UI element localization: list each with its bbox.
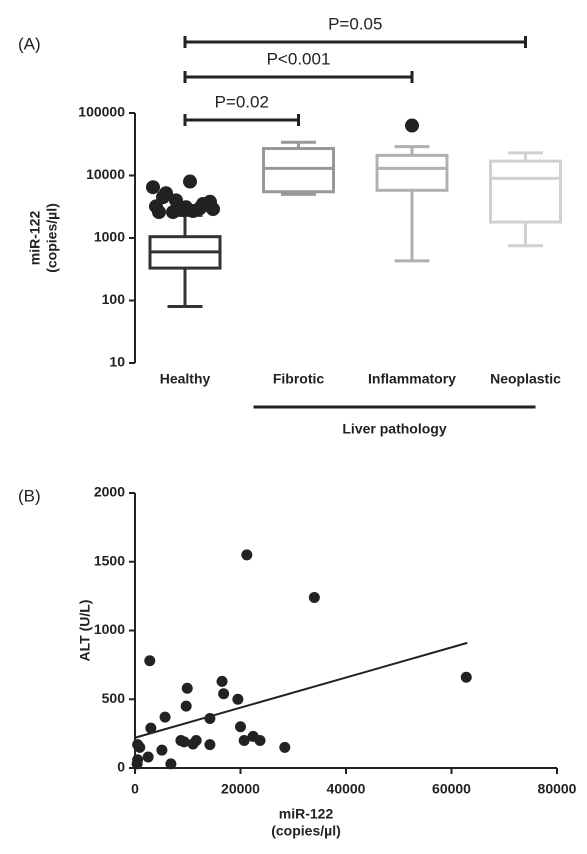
point [232, 693, 244, 705]
y-tick-label: 0 [117, 759, 125, 775]
point [144, 655, 156, 667]
x-tick-label: 20000 [221, 781, 260, 797]
outlier [405, 118, 419, 133]
point [190, 735, 202, 746]
significance-label: P=0.02 [215, 92, 269, 111]
point [165, 758, 177, 770]
point [235, 721, 246, 733]
point [142, 751, 154, 763]
point [216, 675, 228, 687]
point [178, 736, 190, 748]
significance-label: P<0.001 [267, 49, 331, 68]
point [132, 754, 144, 766]
y-tick-label: 100000 [78, 104, 125, 120]
point [460, 671, 472, 683]
x-tick-label: Neoplastic [490, 371, 561, 387]
point [159, 711, 171, 723]
y-tick-label: 1500 [94, 552, 125, 568]
y-tick-label: 500 [102, 690, 126, 706]
point [204, 739, 216, 751]
panel-label: (B) [18, 486, 41, 505]
x-tick-label: 40000 [327, 781, 366, 797]
group-label: Liver pathology [342, 421, 446, 437]
outlier [169, 193, 183, 208]
x-tick-label: 0 [131, 781, 139, 797]
x-tick-label: Inflammatory [368, 371, 456, 387]
y-axis-label: miR-122 [27, 211, 43, 266]
point [180, 700, 192, 712]
outlier [152, 205, 166, 220]
point [279, 741, 291, 753]
outlier [159, 186, 173, 201]
y-tick-label: 1000 [94, 229, 125, 245]
outlier [179, 200, 193, 215]
x-axis-label: (copies/µl) [271, 823, 341, 839]
box [262, 147, 335, 194]
y-tick-label: 10 [109, 354, 125, 370]
x-tick-label: Healthy [160, 371, 211, 387]
outlier [206, 202, 220, 217]
y-axis-label: (copies/µl) [44, 203, 60, 273]
point [308, 592, 320, 603]
point [218, 688, 230, 700]
significance-label: P=0.05 [328, 14, 382, 33]
point [156, 744, 168, 756]
x-tick-label: Fibrotic [273, 371, 325, 387]
x-tick-label: 80000 [538, 781, 577, 797]
y-tick-label: 2000 [94, 484, 125, 500]
outlier [146, 180, 160, 195]
panel-label: (A) [18, 34, 41, 53]
outlier [183, 174, 197, 189]
point [241, 549, 253, 561]
x-tick-label: 60000 [432, 781, 471, 797]
point [132, 739, 144, 751]
point [145, 722, 157, 734]
point [254, 735, 266, 746]
point [181, 682, 193, 694]
fit-line [134, 641, 468, 739]
box [489, 159, 562, 224]
x-axis-label: miR-122 [279, 806, 334, 822]
y-tick-label: 1000 [94, 621, 125, 637]
y-axis-label: ALT (U/L) [77, 600, 93, 662]
y-tick-label: 10000 [86, 166, 125, 182]
point [238, 735, 250, 746]
y-tick-label: 100 [102, 291, 126, 307]
box [375, 153, 449, 192]
